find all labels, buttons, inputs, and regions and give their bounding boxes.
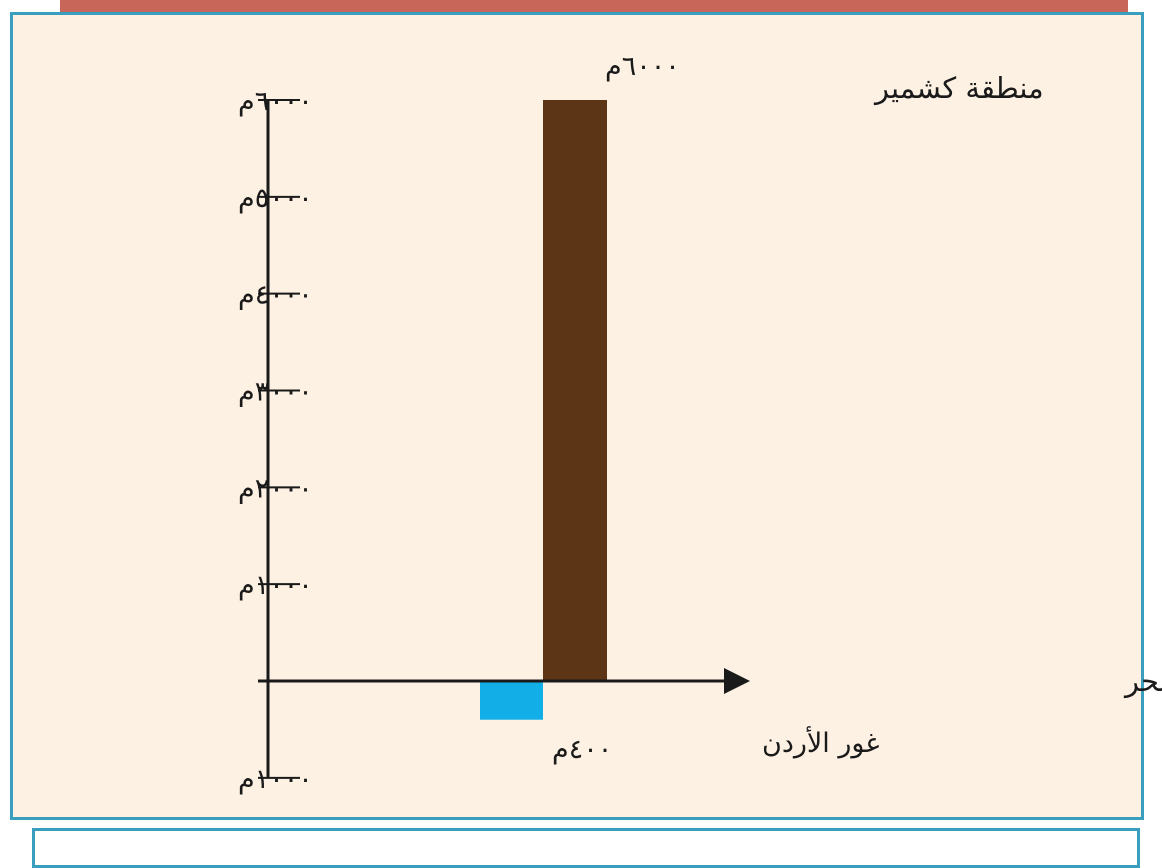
bar-value-label-jordan-valley: ٤٠٠م [552, 734, 612, 765]
y-tick-label: ٦٠٠٠م [238, 86, 313, 117]
bar-jordan-valley [480, 681, 543, 720]
category-label-jordan-valley: غور الأردن [762, 725, 879, 759]
y-tick-label: ٣٠٠٠م [238, 377, 313, 408]
y-tick-label: ٥٠٠٠م [238, 183, 313, 214]
bars [480, 100, 607, 720]
y-tick-label: ١٠٠٠م [238, 764, 313, 795]
y-axis-ticks: ٦٠٠٠م ٥٠٠٠م ٤٠٠٠م ٣٠٠٠م ٢٠٠٠م ١٠٠٠م ١٠٠٠م [238, 86, 313, 795]
y-tick-label: ١٠٠٠م [238, 570, 313, 601]
y-tick-label: ٤٠٠٠م [238, 280, 313, 311]
bar-annotations: ٦٠٠٠م منطقة كشمير غور الأردن ٤٠٠م [552, 51, 1044, 765]
x-axis-arrowhead [724, 668, 750, 694]
x-axis-label: مستوى سطح البحر [1123, 664, 1162, 698]
header-band [60, 0, 1128, 12]
category-label-kashmir: منطقة كشمير [873, 71, 1044, 105]
bar-value-label-kashmir: ٦٠٠٠م [605, 51, 680, 82]
bar-kashmir [543, 100, 607, 681]
y-tick-label: ٢٠٠٠م [238, 473, 313, 504]
